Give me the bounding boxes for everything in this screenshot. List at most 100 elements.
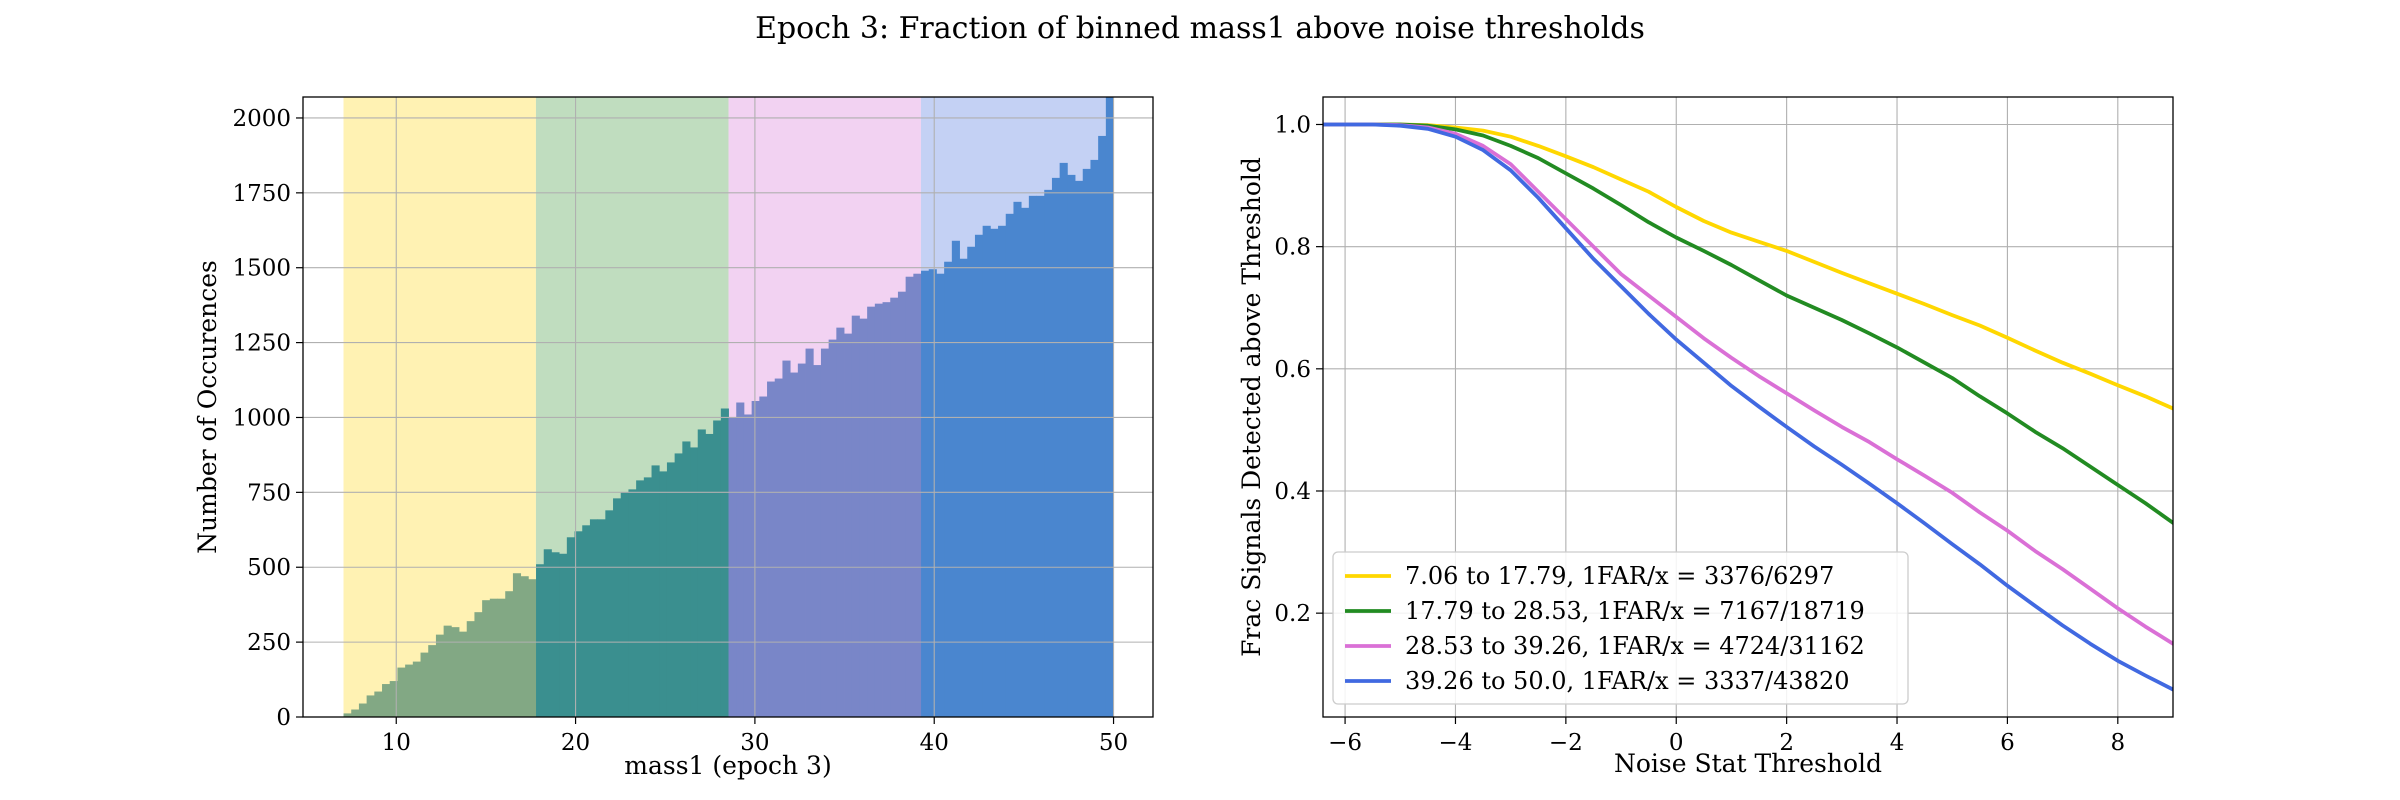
line-chart-y-tick-label: 0.6 [1274, 357, 1311, 383]
histogram-bar [605, 510, 614, 717]
histogram-bar [489, 598, 498, 717]
histogram-bar [397, 667, 406, 717]
histogram-bar [967, 246, 976, 717]
histogram-bar [897, 291, 907, 717]
histogram-bar [974, 234, 984, 717]
histogram-bar [358, 703, 368, 717]
histogram-bar [543, 549, 552, 717]
histogram-bar [951, 240, 960, 717]
line-chart-y-axis-label: Frac Signals Detected above Threshold [1237, 157, 1266, 657]
histogram-bar [659, 471, 668, 717]
legend-box [1332, 551, 1909, 705]
histogram-bar [459, 631, 468, 717]
histogram-bar [767, 381, 776, 717]
series-line-3 [1323, 122, 2173, 646]
histogram-bar [944, 261, 953, 717]
histogram-chart: 10 20 30 40 50025050075010001250150017502000… [193, 96, 1154, 780]
histogram-frame [302, 96, 1154, 718]
histogram-bar [867, 306, 876, 717]
histogram-bar [805, 348, 814, 717]
line-chart-x-axis-label: Noise Stat Threshold [1614, 749, 1882, 778]
histogram-bar [443, 625, 452, 717]
histogram-bar [351, 709, 360, 717]
histogram-bar [343, 713, 352, 717]
histogram-bar [412, 661, 421, 717]
legend-label-3: 28.53 to 39.26, 1FAR/x = 4724/31162 [1405, 632, 1865, 660]
histogram-y-tick-label: 0 [276, 705, 291, 731]
histogram-bar [520, 576, 529, 717]
histogram-bar [828, 339, 837, 717]
histogram-bar [820, 348, 830, 717]
histogram-bar [420, 652, 429, 717]
line-chart-ticks: −6 −4 −2 0 2 4 6 8 0.2 0.4 0.6 0.8 1.0 [1274, 112, 2125, 756]
histogram-bar [1013, 201, 1022, 717]
histogram-bar [435, 634, 445, 717]
histogram-bar [666, 462, 676, 717]
histogram-bar [882, 302, 891, 717]
line-chart-y-tick-label: 0.2 [1274, 601, 1311, 627]
histogram-bar [366, 695, 375, 717]
histogram-bar [1105, 97, 1114, 717]
histogram-bar [451, 627, 460, 717]
histogram-bar [859, 318, 868, 717]
histogram-bar [913, 273, 922, 717]
line-chart-y-tick-label: 1.0 [1274, 112, 1311, 138]
histogram-y-tick-label: 500 [247, 555, 291, 581]
histogram-bar [582, 525, 591, 717]
histogram-y-tick-label: 2000 [232, 106, 291, 132]
histogram-x-tick-label: 40 [920, 730, 949, 756]
histogram-x-tick-label: 10 [382, 730, 411, 756]
legend-label-1: 7.06 to 17.79, 1FAR/x = 3376/6297 [1405, 562, 1834, 590]
histogram-bar [651, 465, 660, 717]
histogram-bar [1005, 213, 1014, 718]
histogram-bar [613, 498, 622, 717]
histogram-bar [1082, 168, 1091, 718]
histogram-bar [713, 420, 722, 717]
histogram-bar [844, 333, 853, 717]
histogram-bar [528, 579, 537, 717]
histogram-bar [643, 477, 652, 717]
histogram-bar [743, 414, 753, 717]
histogram-y-tick-label: 750 [247, 480, 291, 506]
histogram-bar [536, 564, 545, 717]
line-chart-x-tick-label: 0 [1669, 730, 1684, 756]
histogram-bar [874, 303, 883, 717]
line-chart-legend: 7.06 to 17.79, 1FAR/x = 3376/6297 17.79 t… [1332, 551, 1909, 705]
histogram-bar [836, 327, 845, 717]
histogram-bar [1051, 177, 1061, 717]
histogram-bar [990, 228, 999, 717]
histogram-bar [482, 600, 491, 717]
histogram-bar [1028, 195, 1037, 717]
histogram-bar [905, 276, 914, 717]
histogram-bar [620, 492, 629, 717]
threshold-line-chart: −6 −4 −2 0 2 4 6 8 0.2 0.4 0.6 0.8 1.0 Noise Stat Th… [1237, 96, 2174, 778]
histogram-bar [382, 684, 391, 717]
histogram-bar [1044, 189, 1053, 718]
histogram-bar [628, 489, 637, 717]
histogram-bar [1021, 207, 1030, 717]
histogram-bar [374, 691, 383, 717]
histogram-bar [1090, 159, 1099, 717]
histogram-bar [512, 573, 522, 717]
histogram-bar [566, 537, 575, 717]
histogram-bar [1067, 174, 1076, 717]
line-chart-frame [1322, 96, 2174, 718]
histogram-bar [720, 408, 729, 717]
histogram-bar [797, 363, 806, 717]
histogram-y-axis-label: Number of Occurences [193, 260, 222, 554]
histogram-bar [674, 453, 683, 717]
histogram-bar [405, 664, 414, 717]
histogram-bar [474, 612, 483, 717]
histogram-bar [751, 401, 760, 717]
legend-label-2: 17.79 to 28.53, 1FAR/x = 7167/18719 [1405, 597, 1865, 625]
line-chart-x-tick-label: 4 [1890, 730, 1905, 756]
line-chart-x-tick-label: 6 [2000, 730, 2015, 756]
series-line-4 [1323, 122, 2173, 692]
histogram-bar [589, 519, 599, 717]
histogram-y-tick-label: 1000 [232, 405, 291, 431]
histogram-bar [736, 402, 745, 717]
histogram-bar [774, 378, 783, 717]
histogram-bar [790, 372, 799, 717]
histogram-bar [636, 480, 645, 717]
